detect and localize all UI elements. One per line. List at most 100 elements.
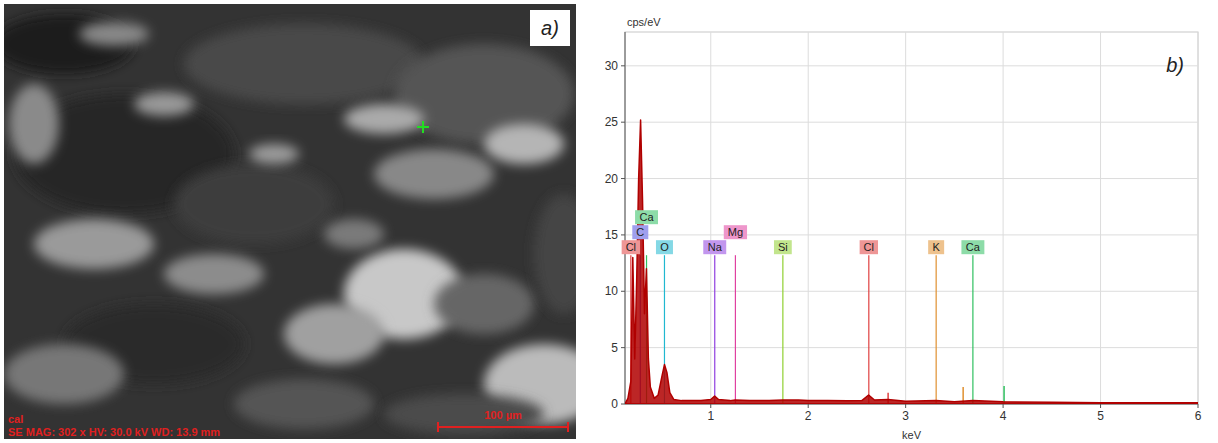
texture-blob	[134, 92, 194, 116]
texture-blob	[434, 274, 534, 334]
x-tick-label: 1	[707, 409, 714, 423]
element-label-text: Cl	[864, 241, 874, 253]
grid-line-x	[808, 32, 809, 404]
element-label-box	[635, 210, 658, 224]
x-tick-label: 5	[1097, 409, 1104, 423]
element-label-text: C	[636, 226, 644, 238]
sample-name: cal	[8, 413, 23, 425]
plot-marks	[625, 120, 1198, 404]
panel-label: b)	[1166, 54, 1184, 76]
x-tick	[1198, 404, 1199, 408]
element-label-text: Ca	[640, 211, 655, 223]
grid-line-x	[710, 32, 711, 404]
element-label-box	[632, 225, 648, 239]
x-tick	[808, 404, 809, 408]
sem-info: SE MAG: 302 x HV: 30.0 kV WD: 13.9 mm	[8, 426, 220, 438]
x-tick	[905, 404, 906, 408]
y-tick	[621, 291, 625, 292]
grid-line-x	[905, 32, 906, 404]
element-marker-line	[735, 255, 736, 404]
element-label-box	[703, 240, 726, 254]
texture-blob	[34, 219, 154, 269]
element-label: Mg	[724, 225, 747, 239]
element-label: Cl	[622, 240, 640, 254]
texture-blob	[344, 104, 424, 134]
texture-blob	[234, 379, 374, 429]
element-label-text: K	[932, 241, 940, 253]
element-label-text: O	[660, 241, 669, 253]
y-tick	[621, 65, 625, 66]
element-label: K	[928, 240, 944, 254]
texture-blob	[174, 164, 334, 244]
element-label: Ca	[635, 210, 658, 224]
element-marker-line	[868, 255, 869, 404]
element-marker-line	[714, 255, 715, 404]
panel-label: a)	[541, 17, 559, 39]
element-marker-line	[782, 255, 783, 404]
plot-frame	[625, 32, 1198, 404]
element-label-box	[656, 240, 673, 254]
y-tick-label: 25	[605, 115, 619, 129]
element-label-box	[928, 240, 944, 254]
x-axis-title: keV	[902, 429, 922, 441]
y-tick	[621, 178, 625, 179]
x-tick	[710, 404, 711, 408]
element-label-text: Cl	[626, 241, 636, 253]
y-tick	[621, 122, 625, 123]
element-label: Cl	[860, 240, 878, 254]
texture-blob	[484, 124, 564, 164]
element-label-box	[774, 240, 792, 254]
texture-blob	[324, 219, 384, 249]
element-marker-line	[972, 255, 973, 404]
element-label: Ca	[961, 240, 984, 254]
y-tick-label: 15	[605, 228, 619, 242]
texture-blob	[9, 84, 59, 164]
x-tick-label: 2	[805, 409, 812, 423]
element-label-box	[622, 240, 640, 254]
element-label: Si	[774, 240, 792, 254]
sem-image	[4, 4, 576, 439]
element-label: O	[656, 240, 673, 254]
element-label-text: Mg	[728, 226, 743, 238]
element-label-box	[961, 240, 984, 254]
figure: a) calSE MAG: 302 x HV: 30.0 kV WD: 13.9 …	[0, 0, 1218, 443]
x-tick-label: 3	[902, 409, 909, 423]
texture-blob	[4, 344, 124, 404]
y-tick	[621, 347, 625, 348]
grid-line-x	[1198, 32, 1199, 404]
y-tick	[621, 404, 625, 405]
x-tick	[1100, 404, 1101, 408]
x-tick	[1003, 404, 1004, 408]
y-tick-label: 30	[605, 59, 619, 73]
element-label-box	[860, 240, 878, 254]
scale-bar-label: 100 µm	[484, 409, 522, 421]
y-tick-label: 20	[605, 172, 619, 186]
texture-blob	[534, 194, 576, 314]
element-marker-line	[936, 255, 937, 404]
grid-line-x	[1003, 32, 1004, 404]
element-label-box	[724, 225, 747, 239]
scale-bar	[438, 422, 568, 432]
grid-line-x	[1100, 32, 1101, 404]
texture-blob	[374, 149, 494, 199]
x-tick-label: 6	[1195, 409, 1202, 423]
y-axis	[625, 32, 626, 404]
texture-blob	[79, 22, 149, 46]
y-tick	[621, 234, 625, 235]
texture-blob	[164, 254, 264, 294]
texture-blob	[184, 24, 424, 104]
y-tick-label: 10	[605, 284, 619, 298]
texture-blob	[249, 144, 299, 164]
element-label-text: Si	[778, 241, 788, 253]
y-axis-title: cps/eV	[627, 16, 661, 28]
x-tick-label: 4	[1000, 409, 1007, 423]
y-tick-label: 5	[611, 341, 618, 355]
element-label: C	[632, 225, 648, 239]
element-label: Na	[703, 240, 726, 254]
panel-label-box	[530, 10, 570, 46]
analysis-point	[417, 121, 429, 133]
y-tick-label: 0	[611, 397, 618, 411]
element-label-text: Ca	[966, 241, 981, 253]
element-label-text: Na	[708, 241, 723, 253]
spectrum	[625, 120, 1198, 404]
